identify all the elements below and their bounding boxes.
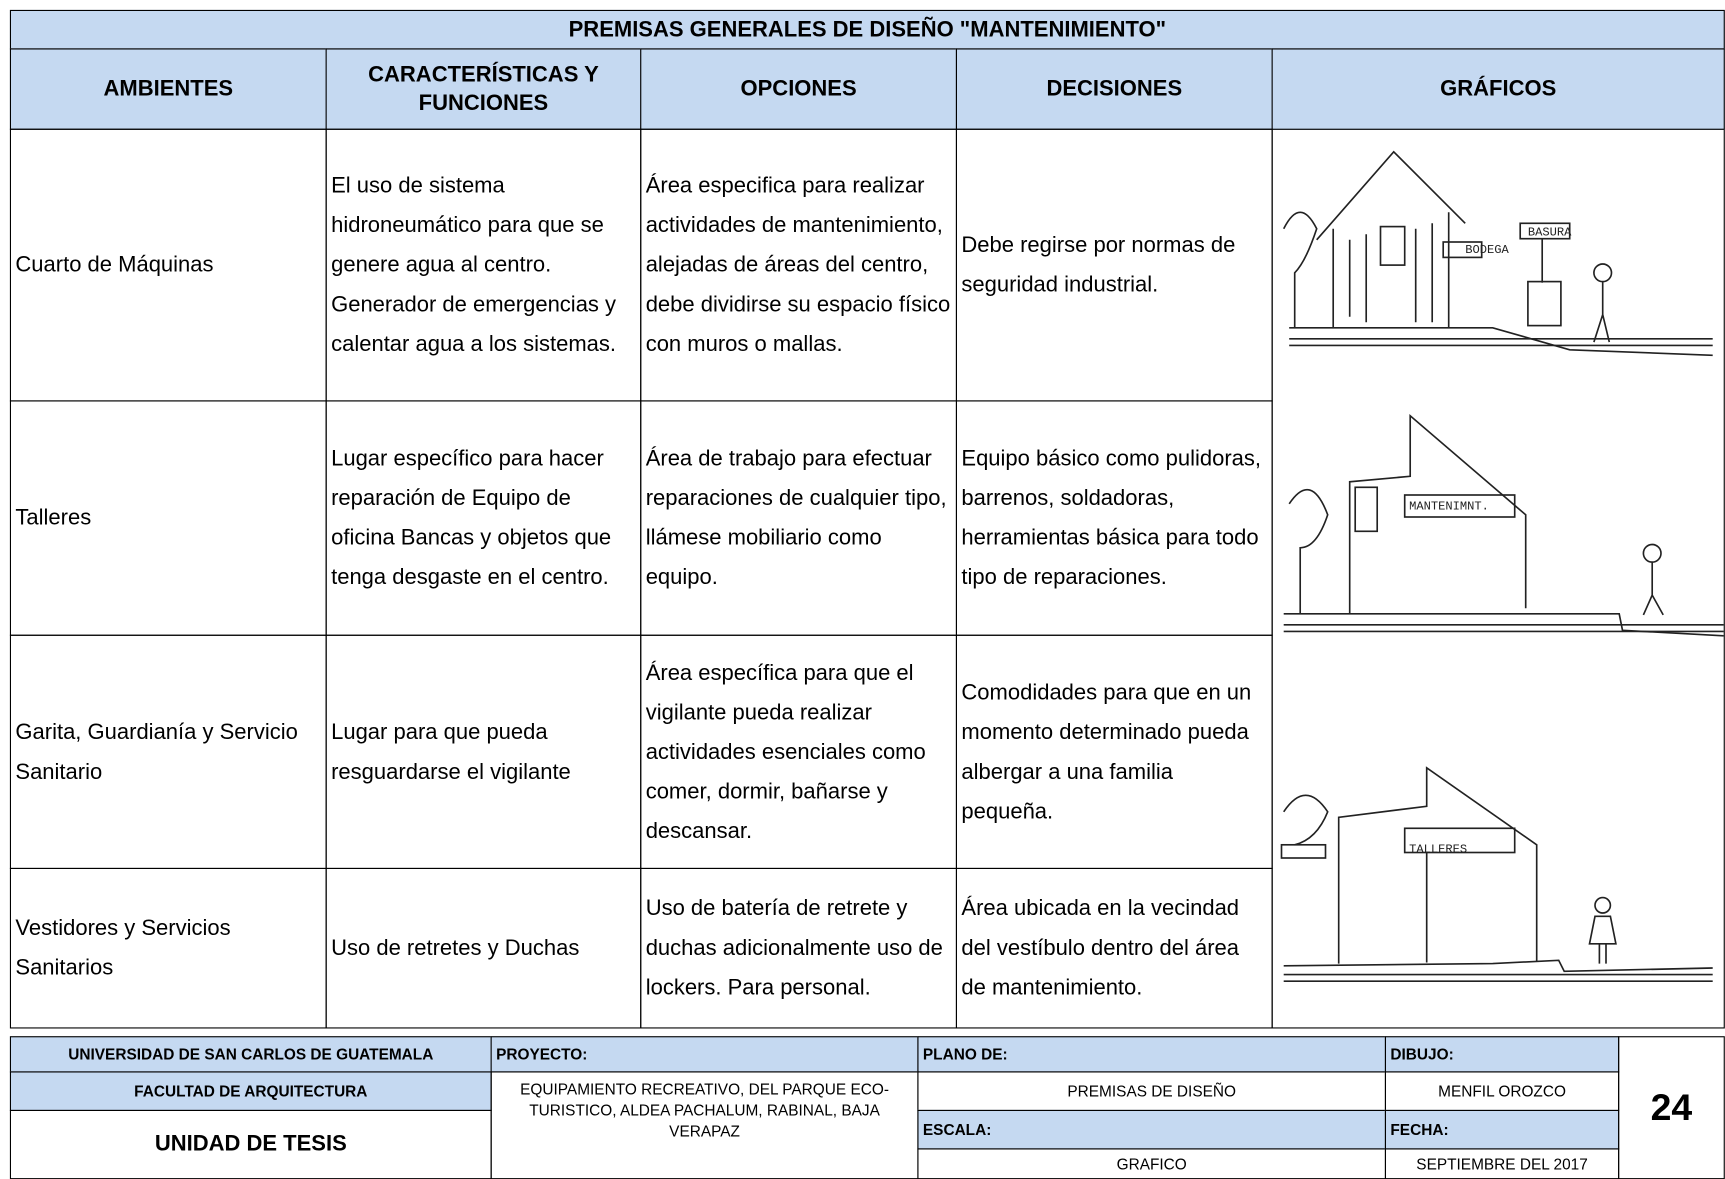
table-cell: Uso de retretes y Duchas — [325, 867, 642, 1029]
sketch-label: MANTENIMNT. — [1409, 499, 1489, 513]
sketch-3 — [1280, 766, 1713, 983]
column-header: DECISIONES — [955, 48, 1273, 130]
table-cell: Lugar específico para hacer reparación d… — [325, 400, 642, 636]
value: GRAFICO — [917, 1148, 1386, 1179]
table-cell: Uso de batería de retrete y duchas adici… — [640, 867, 957, 1029]
label: DIBUJO: — [1384, 1036, 1620, 1073]
table-cell: Área específica para que el vigilante pu… — [640, 634, 957, 869]
graphics-sketches: BODEGA BASURA MANTENIMNT. TALLERES — [1280, 150, 1724, 983]
table-cell: Debe regirse por normas de seguridad ind… — [955, 128, 1273, 402]
table-cell: Lugar para que pueda resguardarse el vig… — [325, 634, 642, 869]
column-header: AMBIENTES — [9, 48, 327, 130]
column-header: GRÁFICOS — [1271, 48, 1725, 130]
table-cell: Equipo básico como pulidoras, barrenos, … — [955, 400, 1273, 636]
value: PREMISAS DE DISEÑO — [917, 1071, 1386, 1111]
table-cell: Área de trabajo para efectuar reparacion… — [640, 400, 957, 636]
label: ESCALA: — [917, 1109, 1386, 1150]
table-cell: Vestidores y Servicios Sanitarios — [9, 867, 327, 1029]
table-cell: Comodidades para que en un momento deter… — [955, 634, 1273, 869]
table-cell: Talleres — [9, 400, 327, 636]
unit: UNIDAD DE TESIS — [9, 1109, 492, 1179]
label: PLANO DE: — [917, 1036, 1386, 1073]
sketch-label: BODEGA — [1465, 243, 1509, 257]
value: MENFIL OROZCO — [1384, 1071, 1620, 1111]
column-header: CARACTERÍSTICAS Y FUNCIONES — [325, 48, 642, 130]
table-cell: Área ubicada en la vecindad del vestíbul… — [955, 867, 1273, 1029]
table-cell: Garita, Guardianía y Servicio Sanitario — [9, 634, 327, 869]
label: PROYECTO: — [490, 1036, 919, 1073]
sketch-label: TALLERES — [1409, 843, 1467, 857]
table-cell: Cuarto de Máquinas — [9, 128, 327, 402]
sketch-2 — [1283, 414, 1724, 637]
university: UNIVERSIDAD DE SAN CARLOS DE GUATEMALA — [9, 1036, 492, 1073]
faculty: FACULTAD DE ARQUITECTURA — [9, 1071, 492, 1111]
value: SEPTIEMBRE DEL 2017 — [1384, 1148, 1620, 1179]
table-title: PREMISAS GENERALES DE DISEÑO "MANTENIMIE… — [9, 9, 1725, 50]
table-cell: Área especifica para realizar actividade… — [640, 128, 957, 402]
sketch-1 — [1282, 150, 1713, 357]
table-cell: El uso de sistema hidroneumático para qu… — [325, 128, 642, 402]
sketch-label: BASURA — [1528, 225, 1572, 239]
project: EQUIPAMIENTO RECREATIVO, DEL PARQUE ECO-… — [490, 1071, 919, 1179]
label: FECHA: — [1384, 1109, 1620, 1150]
column-header: OPCIONES — [640, 48, 957, 130]
page-number: 24 — [1618, 1036, 1725, 1179]
